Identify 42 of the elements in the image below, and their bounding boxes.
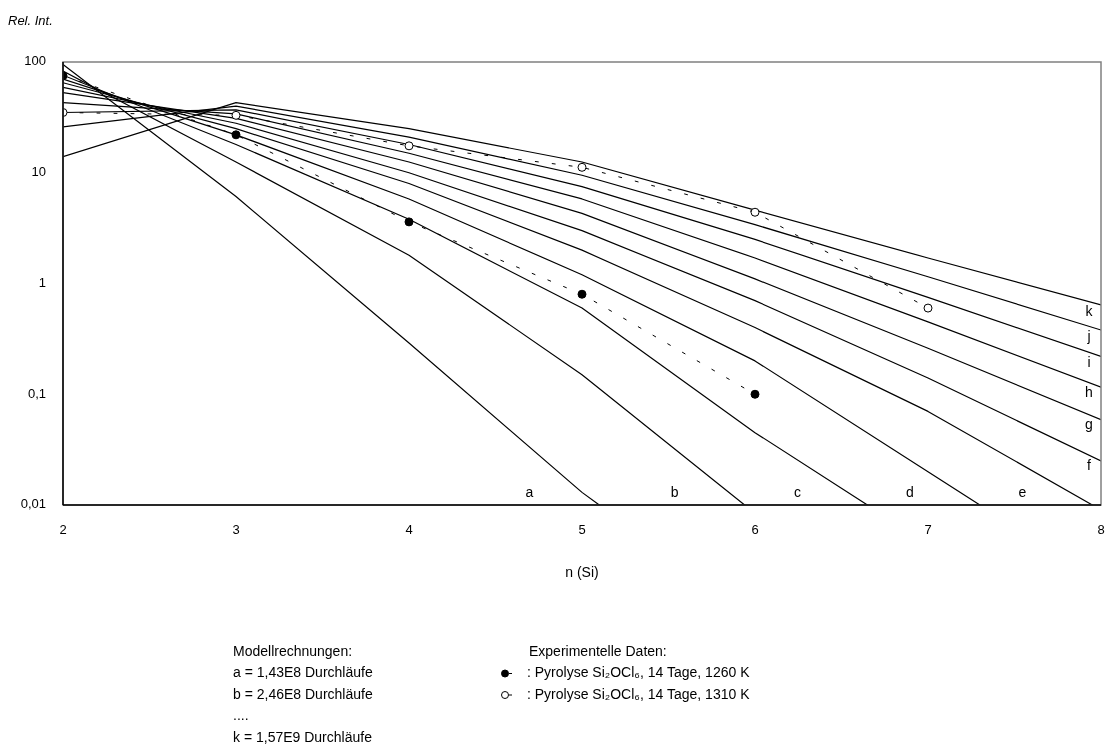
y-tick-label: 0,01 <box>20 496 46 512</box>
series-label: d <box>906 483 914 500</box>
series-label: i <box>1087 353 1091 370</box>
series-label: f <box>1087 456 1092 473</box>
legend-label: : Pyrolyse Si₂OCl₆, 14 Tage, 1310 K <box>527 685 751 702</box>
point <box>577 162 587 172</box>
x-tick-label: 4 <box>405 522 413 538</box>
y-axis-title: Rel. Int. <box>8 13 53 29</box>
x-tick-label: 6 <box>751 522 759 538</box>
point <box>750 389 760 399</box>
point <box>750 207 760 217</box>
series-label: a <box>525 483 534 500</box>
point <box>404 217 414 227</box>
text: b = 2,46E8 Durchläufe <box>233 685 373 702</box>
series-label: b <box>670 483 679 500</box>
point <box>577 289 587 299</box>
text: k = 1,57E9 Durchläufe <box>233 728 373 744</box>
x-tick-label: 5 <box>578 522 586 538</box>
legend-title: Experimentelle Daten: <box>529 642 667 659</box>
x-tick-label: 3 <box>232 522 240 538</box>
y-tick-label: 1 <box>38 274 46 290</box>
y-tick-label: 0,1 <box>27 385 46 401</box>
x-axis-title: n (Si) <box>565 563 599 580</box>
series-label: c <box>793 483 801 500</box>
point <box>231 130 241 140</box>
text: a = 1,43E8 Durchläufe <box>233 664 373 681</box>
text: .... <box>233 707 249 724</box>
legend-label: : Pyrolyse Si₂OCl₆, 14 Tage, 1260 K <box>527 664 751 681</box>
series-label: h <box>1085 384 1093 401</box>
point <box>923 303 933 313</box>
series-label: k <box>1085 303 1094 320</box>
y-tick-label: 10 <box>31 164 46 180</box>
series-label: j <box>1086 328 1091 345</box>
y-tick-label: 100 <box>24 53 46 69</box>
x-tick-label: 8 <box>1097 522 1105 538</box>
point <box>231 110 241 120</box>
point <box>404 141 414 151</box>
x-tick-label: 7 <box>924 522 932 538</box>
series-label: e <box>1018 483 1027 500</box>
text: Modellrechnungen: <box>233 642 353 659</box>
series-label: g <box>1085 416 1093 433</box>
x-tick-label: 2 <box>59 522 67 538</box>
